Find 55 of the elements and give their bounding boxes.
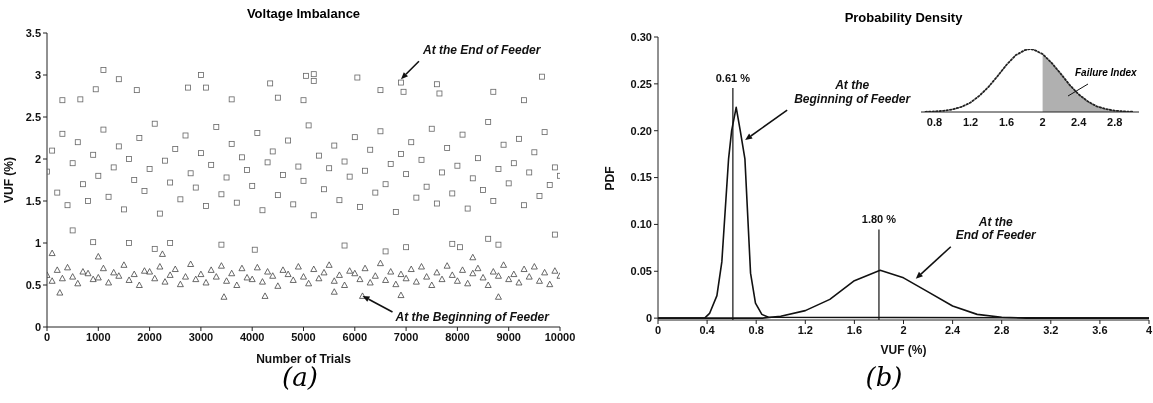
x-tick-label: 3.2 — [1043, 323, 1059, 336]
x-tick-label: 0 — [654, 323, 662, 336]
y-tick-label: 0.10 — [630, 218, 652, 231]
y-tick-label: 0.30 — [630, 30, 652, 43]
annotation: Failure Index — [1075, 67, 1137, 78]
ref-line-label: 1.80 % — [861, 213, 897, 226]
x-tick-label: 1.2 — [962, 115, 979, 128]
x-tick-label: 2000 — [137, 330, 162, 343]
y-tick-label: 0 — [645, 312, 652, 325]
x-tick-label: 0.4 — [699, 323, 716, 336]
x-tick-label: 2.4 — [1071, 115, 1088, 128]
x-tick-label: 5000 — [291, 330, 316, 343]
x-tick-label: 2 — [1039, 115, 1046, 128]
x-tick-label: 4000 — [239, 330, 265, 343]
y-tick-label: 0.5 — [25, 278, 41, 291]
y-tick-label: 0.15 — [630, 171, 652, 184]
y-tick-label: 2 — [34, 152, 41, 165]
ref-line-label: 0.61 % — [715, 71, 751, 84]
annotation: At the Beginning of Feeder — [794, 78, 912, 106]
x-tick-label: 0 — [43, 330, 51, 343]
x-tick-label: 1.6 — [846, 323, 863, 336]
annotation: At the Beginning of Feeder — [394, 309, 551, 324]
x-tick-label: 6000 — [342, 330, 368, 343]
x-tick-label: 0.8 — [748, 323, 764, 336]
text: (b) — [864, 362, 904, 392]
x-tick-label: 8000 — [445, 330, 470, 343]
y-tick-label: 0.20 — [630, 124, 652, 137]
chart-title: Voltage Imbalance — [245, 6, 362, 21]
y-tick-label: 0.25 — [630, 77, 652, 90]
y-tick-label: 3.5 — [25, 26, 41, 39]
x-axis-title: VUF (%) — [880, 343, 927, 357]
y-axis-title: VUF (%) — [2, 157, 17, 203]
x-tick-label: 2.8 — [994, 323, 1010, 336]
y-tick-label: 1 — [34, 236, 41, 249]
y-tick-label: 1.5 — [25, 194, 41, 207]
x-tick-label: 3000 — [188, 330, 214, 343]
y-tick-label: 3 — [34, 68, 41, 81]
y-tick-label: 2.5 — [25, 110, 41, 123]
annotation: At the End of Feeder — [421, 43, 542, 58]
annotation: At the End of Feeder — [955, 214, 1038, 243]
y-tick-label: 0.05 — [630, 265, 652, 278]
x-tick-label: 2.8 — [1107, 115, 1123, 128]
x-tick-label: 1.2 — [797, 323, 813, 336]
chart-title: Probability Density — [843, 10, 964, 25]
x-tick-label: 1000 — [86, 330, 111, 343]
x-tick-label: 2.4 — [944, 323, 962, 336]
x-tick-label: 2 — [900, 323, 907, 336]
x-tick-label: 4 — [1145, 323, 1153, 336]
x-tick-label: 7000 — [393, 330, 419, 343]
x-tick-label: 1.6 — [998, 115, 1015, 128]
x-tick-label: 3.6 — [1092, 323, 1108, 336]
x-tick-label: 0.8 — [926, 115, 943, 128]
x-tick-label: 10000 — [544, 330, 576, 343]
y-axis-title: PDF — [603, 166, 618, 191]
x-tick-label: 9000 — [496, 330, 521, 343]
